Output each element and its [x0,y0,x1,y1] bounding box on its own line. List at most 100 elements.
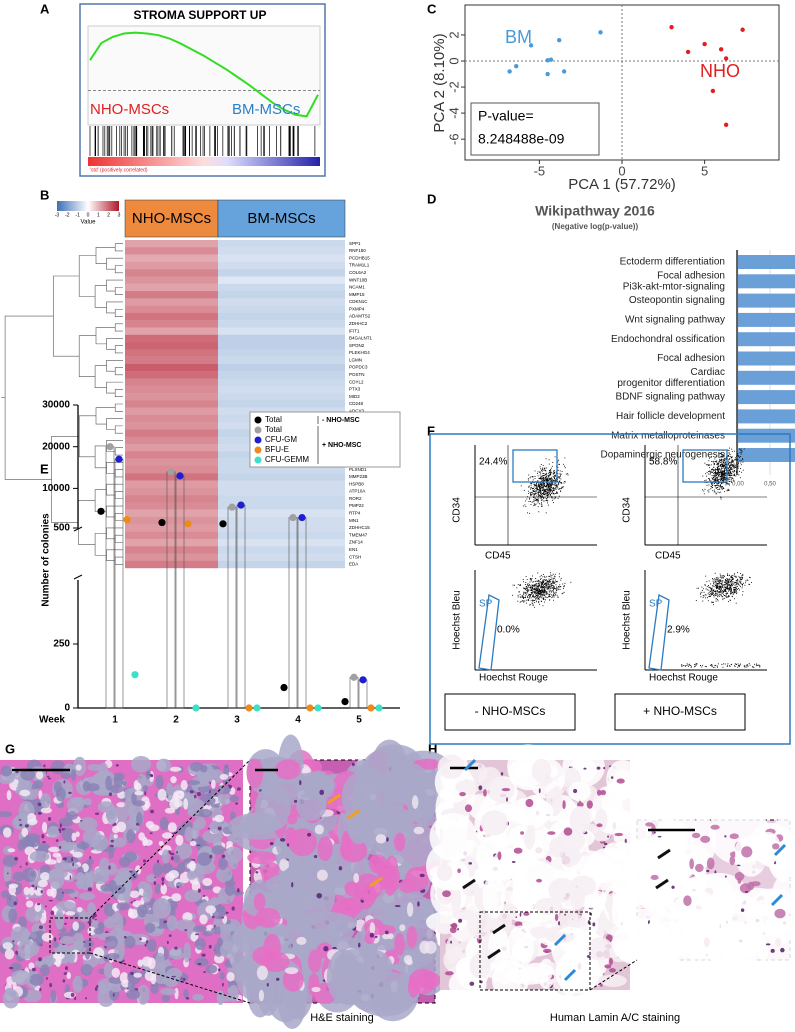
event-dot [537,581,538,582]
tissue-texture [40,872,50,881]
event-dot [534,484,535,485]
bar [738,313,795,327]
event-dot [708,593,709,594]
point [669,25,673,29]
event-dot [554,576,555,577]
event-dot [536,601,537,602]
tissue-texture [595,809,607,831]
event-dot [528,480,529,481]
event-dot [724,468,725,469]
event-dot [532,602,533,603]
event-dot [723,577,724,578]
dendrogram [5,316,53,479]
event-dot [711,457,712,458]
event-dot [554,593,555,594]
tissue-texture [220,972,225,980]
tissue-texture [535,898,563,915]
event-dot [710,588,711,589]
event-dot [722,472,723,473]
event-dot [534,489,535,490]
gene-label: ZNF14 [349,540,363,545]
event-dot [685,665,686,666]
event-dot [545,596,546,597]
event-dot [548,494,549,495]
dendrogram [95,446,106,468]
event-dot [731,584,732,585]
event-dot [729,458,730,459]
heat-cell [125,335,218,342]
gene-label: ATP10A [349,489,365,494]
heat-cell [218,306,345,313]
event-dot [732,471,733,472]
event-dot [546,582,547,583]
dendrogram [78,501,95,545]
event-dot [548,487,549,488]
event-dot [531,593,532,594]
gene-label: EDA [349,562,358,567]
event-dot [703,491,704,492]
tissue-texture [285,967,298,974]
event-dot [552,490,553,491]
event-dot [720,492,721,493]
event-dot [549,491,550,492]
event-dot [540,474,541,475]
event-dot [734,589,735,590]
event-dot [513,585,514,586]
event-dot [547,488,548,489]
event-dot [713,590,714,591]
event-dot [562,487,563,488]
tissue-texture [530,926,550,938]
tissue-texture [200,765,207,772]
event-dot [519,591,520,592]
event-dot [542,591,543,592]
event-dot [719,488,720,489]
event-dot [735,589,736,590]
tissue-texture [327,949,360,1004]
event-dot [744,665,745,666]
event-dot [541,483,542,484]
dendrogram [95,286,106,308]
event-dot [549,599,550,600]
event-dot [558,482,559,483]
event-dot [732,575,733,576]
heat-cell [125,539,218,546]
dendrogram [95,366,106,388]
tissue-texture [108,848,114,859]
axis-label: CD45 [655,551,681,562]
event-dot [722,455,723,456]
event-dot [552,575,553,576]
tissue-texture [192,994,203,1001]
tissue-texture [83,781,91,792]
event-dot [728,489,729,490]
event-dot [531,504,532,505]
heat-cell [125,240,218,247]
event-dot [553,493,554,494]
tissue-texture [209,855,212,859]
tissue-texture [49,868,68,878]
tissue-texture [95,813,99,815]
event-dot [710,488,711,489]
point [245,704,252,711]
event-dot [542,476,543,477]
event-dot [540,468,541,469]
event-dot [705,473,706,474]
event-dot [553,502,554,503]
event-dot [546,473,547,474]
event-dot [696,664,697,665]
event-dot [749,584,750,585]
event-dot [546,486,547,487]
event-dot [700,593,701,594]
event-dot [701,667,702,668]
heat-cell [125,459,218,466]
event-dot [556,485,557,486]
event-dot [735,465,736,466]
tissue-texture [344,881,359,896]
colorbar [57,201,119,211]
point [106,443,113,450]
event-dot [544,595,545,596]
event-dot [713,586,714,587]
event-dot [734,468,735,469]
tissue-texture [119,857,131,867]
legend-group: + NHO-MSC [322,442,361,449]
point [298,514,305,521]
